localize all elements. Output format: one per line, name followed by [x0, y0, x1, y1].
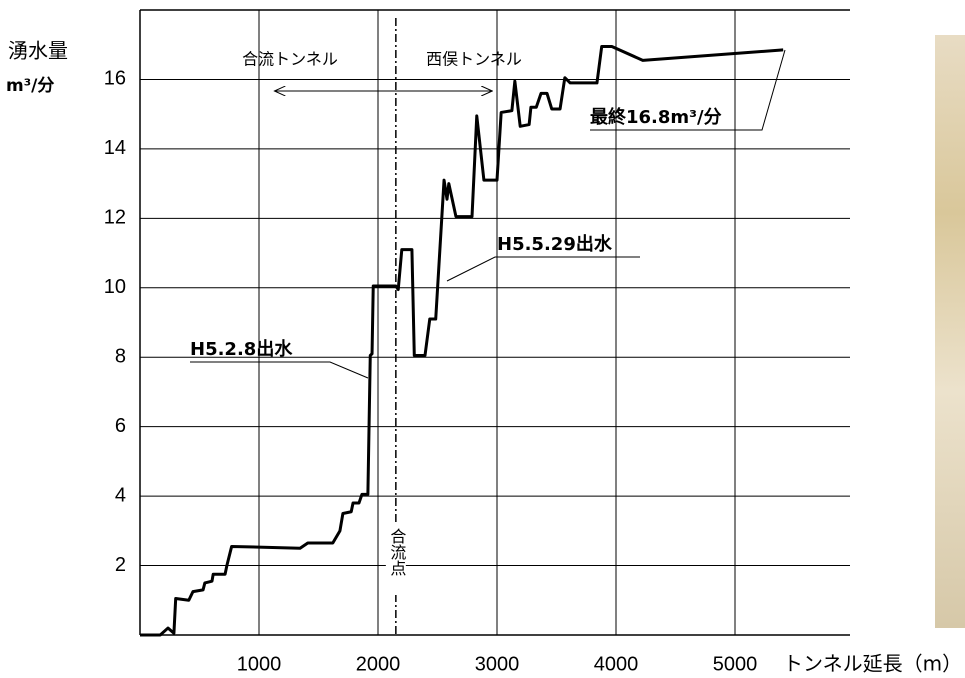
y-tick-label: 14 — [104, 137, 126, 159]
label-bg — [385, 525, 406, 595]
span-label: 西俣トンネル — [426, 50, 522, 69]
leader-line — [590, 49, 786, 131]
x-axis-title: トンネル延長（m） — [783, 652, 962, 676]
leader-line — [446, 256, 640, 282]
span-label: 合流トンネル — [242, 50, 338, 69]
y-tick-label: 4 — [115, 484, 126, 506]
photo — [935, 35, 965, 628]
y-tick-label: 8 — [115, 346, 126, 368]
y-tick-label: 16 — [104, 68, 126, 90]
leader-line — [190, 361, 369, 379]
annotation: 最終16.8m³/分 — [590, 106, 722, 128]
x-tick-label: 1000 — [237, 653, 282, 675]
y-tick-label: 2 — [115, 554, 126, 576]
x-tick-label: 3000 — [475, 653, 520, 675]
y-tick-label: 10 — [104, 276, 126, 298]
x-tick-label: 5000 — [713, 653, 758, 675]
reference-label: 合流点 — [387, 528, 406, 576]
y-tick-label: 6 — [115, 415, 126, 437]
data-line — [140, 44, 784, 637]
annotation: H5.5.29出水 — [497, 233, 613, 255]
x-tick-label: 2000 — [356, 653, 401, 675]
y-axis-title: 湧水量 — [8, 39, 68, 63]
y-tick-label: 12 — [104, 207, 126, 229]
y-axis-unit: m³/分 — [6, 76, 54, 96]
x-tick-label: 4000 — [594, 653, 639, 675]
annotation: H5.2.8出水 — [190, 338, 293, 360]
